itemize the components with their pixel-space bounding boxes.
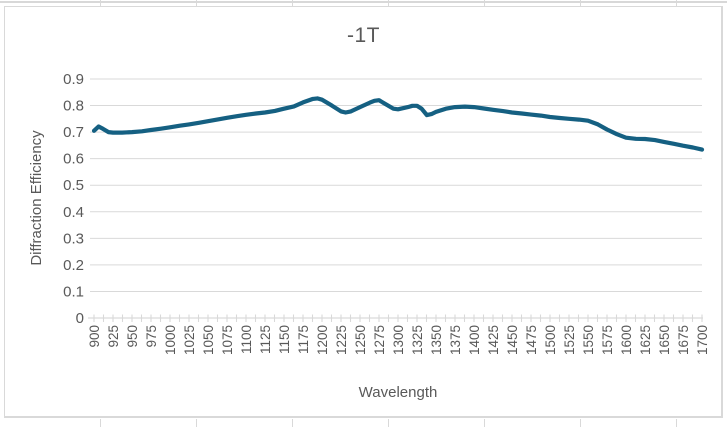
y-tick-label: 0.1 bbox=[63, 283, 84, 300]
y-tick-label: 0.9 bbox=[63, 71, 84, 88]
x-tick-label: 1650 bbox=[657, 325, 672, 355]
x-tick-label: 1000 bbox=[163, 325, 178, 355]
worksheet-column-gridline bbox=[484, 0, 485, 6]
x-tick-label: 1500 bbox=[543, 325, 558, 355]
y-tick-label: 0.2 bbox=[63, 257, 84, 274]
worksheet-column-gridline bbox=[196, 419, 197, 427]
series-line bbox=[91, 96, 705, 152]
x-tick-label: 1625 bbox=[638, 325, 653, 355]
worksheet-column-gridline bbox=[100, 419, 101, 427]
worksheet-column-gridline bbox=[196, 0, 197, 6]
y-tick-label: 0.8 bbox=[63, 98, 84, 115]
x-tick-label: 1425 bbox=[486, 325, 501, 355]
worksheet-column-gridline bbox=[676, 419, 677, 427]
y-tick-label: 0.3 bbox=[63, 230, 84, 247]
x-tick-label: 1350 bbox=[429, 325, 444, 355]
x-tick-label: 1450 bbox=[505, 325, 520, 355]
x-tick-label: 925 bbox=[106, 325, 121, 348]
worksheet-column-gridline bbox=[388, 0, 389, 6]
worksheet-column-gridline bbox=[484, 419, 485, 427]
x-tick-label: 1300 bbox=[391, 325, 406, 355]
x-tick-label: 1100 bbox=[239, 325, 254, 354]
x-tick-label: 1325 bbox=[410, 325, 425, 355]
x-tick-label: 1250 bbox=[353, 325, 368, 355]
x-tick-label: 1075 bbox=[220, 325, 235, 355]
x-tick-label: 1525 bbox=[562, 325, 577, 355]
y-tick-label: 0 bbox=[76, 310, 84, 327]
worksheet-column-gridline bbox=[292, 419, 293, 427]
worksheet-column-gridline bbox=[580, 419, 581, 427]
x-tick-label: 1375 bbox=[448, 325, 463, 355]
x-axis-title: Wavelength bbox=[358, 384, 438, 401]
x-tick-label: 1600 bbox=[619, 325, 634, 355]
y-tick-label: 0.5 bbox=[63, 177, 84, 194]
x-tick-label: 950 bbox=[125, 325, 140, 348]
x-tick-label: 1550 bbox=[581, 325, 596, 355]
worksheet-row-gridline bbox=[0, 1, 727, 3]
worksheet-column-gridline bbox=[676, 0, 677, 6]
x-tick-label: 1275 bbox=[372, 325, 387, 355]
x-tick-label: 1025 bbox=[182, 325, 197, 355]
x-tick-label: 1125 bbox=[258, 325, 273, 354]
x-tick-label: 1200 bbox=[315, 325, 330, 355]
x-tick-label: 1400 bbox=[467, 325, 482, 355]
y-tick-label: 0.6 bbox=[63, 151, 84, 168]
x-tick-label: 1175 bbox=[296, 325, 311, 354]
x-tick-label: 1225 bbox=[334, 325, 349, 355]
x-tick-label: 1575 bbox=[600, 325, 615, 355]
x-tick-label: 1050 bbox=[201, 325, 216, 355]
x-tick-label: 1150 bbox=[277, 325, 292, 354]
x-tick-label: 1675 bbox=[676, 325, 691, 355]
worksheet-column-gridline bbox=[388, 419, 389, 427]
worksheet-column-gridline bbox=[580, 0, 581, 6]
x-tick-label: 1475 bbox=[524, 325, 539, 355]
y-tick-label: 0.7 bbox=[63, 124, 84, 141]
y-tick-label: 0.4 bbox=[63, 204, 84, 221]
chart-title: -1T bbox=[347, 24, 380, 47]
worksheet-column-gridline bbox=[100, 0, 101, 6]
x-tick-label: 900 bbox=[87, 325, 102, 348]
x-tick-label: 1700 bbox=[695, 325, 710, 355]
x-tick-label: 975 bbox=[144, 325, 159, 348]
worksheet-column-gridline bbox=[292, 0, 293, 6]
